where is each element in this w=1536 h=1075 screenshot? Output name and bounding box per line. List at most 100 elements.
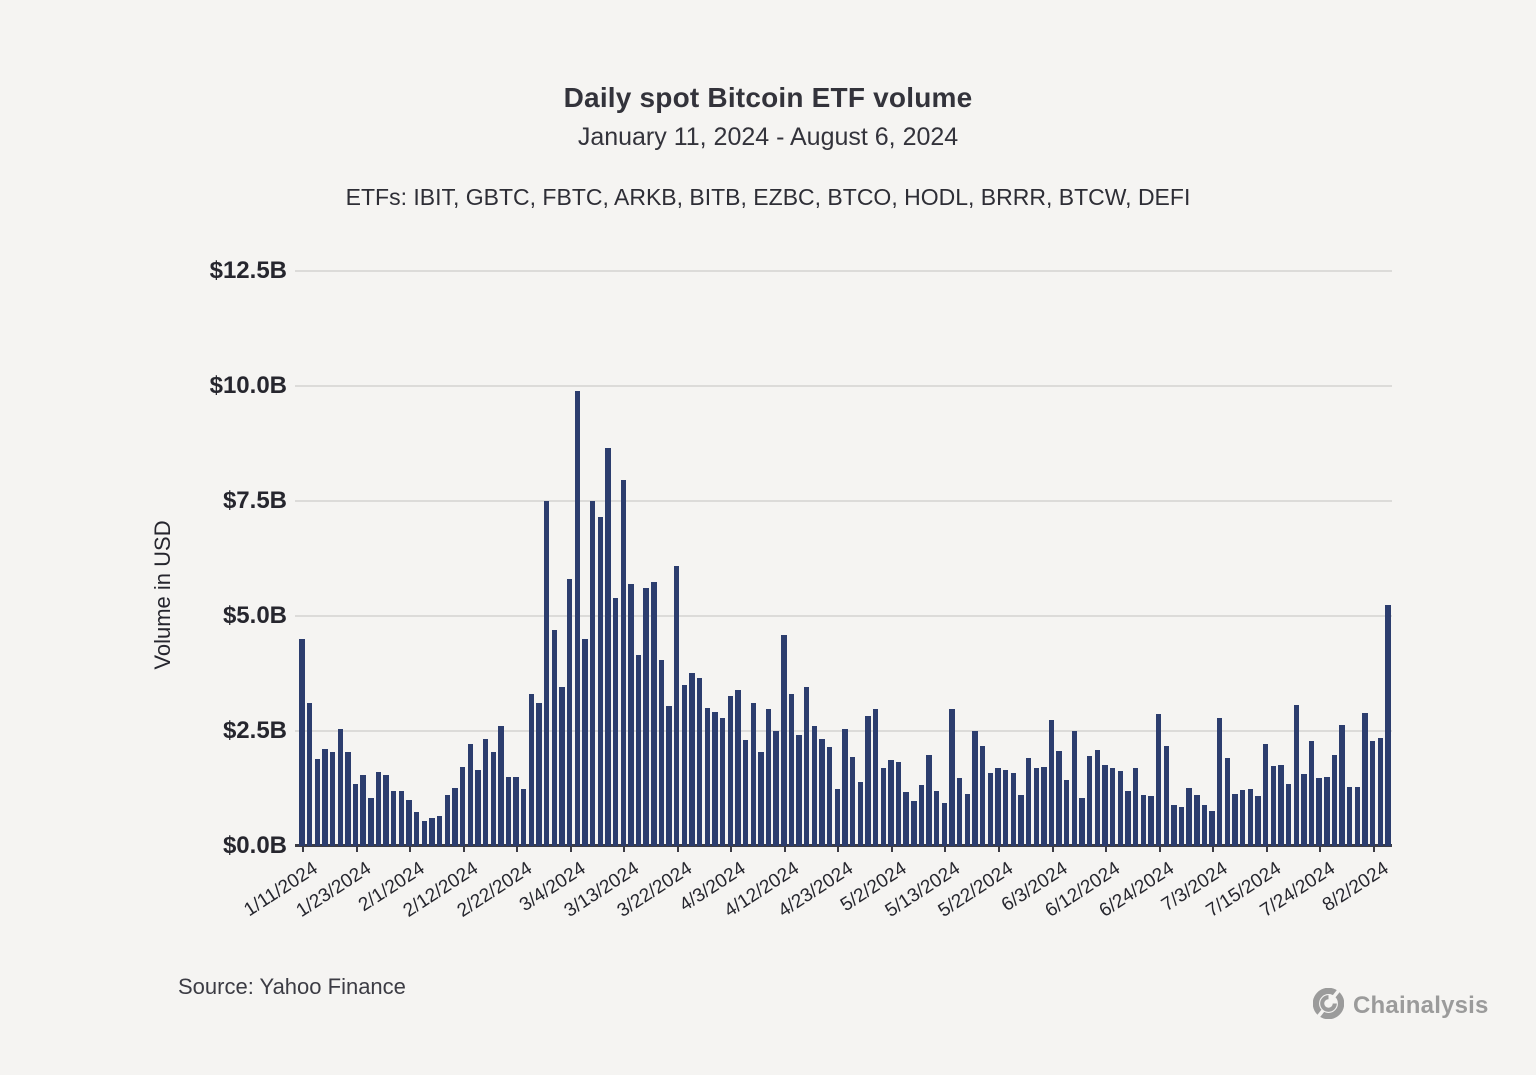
bar-2/5/2024 xyxy=(421,820,428,846)
bar-6/6/2024 xyxy=(1071,731,1078,846)
chart-title: Daily spot Bitcoin ETF volume xyxy=(563,82,973,113)
bar-6/4/2024 xyxy=(1056,751,1062,846)
bar-7/5/2024 xyxy=(1217,718,1223,846)
brand-lockup: Chainalysis xyxy=(1312,987,1489,1024)
bar-4/18/2024 xyxy=(811,726,818,846)
bar-2/8/2024 xyxy=(444,795,450,846)
bar-4/16/2024 xyxy=(796,735,802,846)
bar-2/6/2024 xyxy=(429,817,435,846)
bar-1/17/2024 xyxy=(322,749,328,846)
bar-1/23/2024 xyxy=(352,783,359,846)
y-gridline xyxy=(295,615,1392,617)
x-tick-mark xyxy=(1372,846,1375,852)
bar-5/21/2024 xyxy=(987,773,993,846)
bar-3/7/2024 xyxy=(589,501,596,846)
bar-6/27/2024 xyxy=(1178,806,1185,846)
bar-4/19/2024 xyxy=(819,738,825,846)
y-tick-label: $5.0B xyxy=(222,602,287,629)
y-tick-label: $12.5B xyxy=(209,257,287,284)
bar-6/21/2024 xyxy=(1148,795,1154,846)
bar-4/1/2024 xyxy=(712,711,718,846)
bar-3/15/2024 xyxy=(635,655,642,846)
x-tick-mark xyxy=(944,846,947,852)
bar-7/22/2024 xyxy=(1301,774,1307,846)
bar-3/21/2024 xyxy=(666,705,672,846)
bar-8/6/2024 xyxy=(1385,604,1391,846)
x-tick-mark xyxy=(730,846,733,852)
bar-6/18/2024 xyxy=(1132,768,1139,846)
x-tick-mark xyxy=(837,846,840,852)
bar-4/24/2024 xyxy=(842,728,848,846)
x-tick-mark xyxy=(623,846,626,852)
y-tick-label: $10.0B xyxy=(209,372,287,399)
bar-2/15/2024 xyxy=(482,739,489,846)
bar-2/2/2024 xyxy=(414,811,420,846)
bar-4/8/2024 xyxy=(750,702,756,846)
bar-3/19/2024 xyxy=(651,581,657,846)
bar-6/7/2024 xyxy=(1079,797,1085,846)
y-gridline xyxy=(295,385,1392,387)
bar-2/27/2024 xyxy=(536,702,542,846)
bar-2/20/2024 xyxy=(498,726,504,846)
bar-2/7/2024 xyxy=(436,815,443,846)
bar-5/15/2024 xyxy=(957,778,963,846)
bar-7/3/2024 xyxy=(1209,811,1215,846)
bar-6/25/2024 xyxy=(1163,745,1169,846)
bar-7/26/2024 xyxy=(1331,754,1338,846)
bar-2/28/2024 xyxy=(544,501,550,846)
x-tick-mark xyxy=(1158,846,1161,852)
bar-2/14/2024 xyxy=(475,770,481,846)
bar-1/18/2024 xyxy=(329,751,336,846)
x-tick-mark xyxy=(1265,846,1268,852)
bar-7/8/2024 xyxy=(1224,757,1231,846)
bar-6/10/2024 xyxy=(1087,755,1093,846)
bar-4/29/2024 xyxy=(865,715,871,846)
bar-4/2/2024 xyxy=(719,717,726,846)
bar-7/30/2024 xyxy=(1347,786,1353,846)
bar-5/16/2024 xyxy=(964,793,971,846)
bar-6/12/2024 xyxy=(1102,765,1108,846)
y-gridline xyxy=(295,270,1392,272)
etf-list-line: ETFs: IBIT, GBTC, FBTC, ARKB, BITB, EZBC… xyxy=(345,184,1191,210)
bar-1/26/2024 xyxy=(375,772,382,846)
bar-1/11/2024 xyxy=(299,639,305,846)
bar-1/29/2024 xyxy=(383,774,389,846)
bar-4/9/2024 xyxy=(758,751,764,846)
bar-7/11/2024 xyxy=(1247,788,1254,846)
bar-3/1/2024 xyxy=(559,687,565,846)
x-tick-mark xyxy=(462,846,465,852)
x-tick-mark xyxy=(355,846,358,852)
bar-6/3/2024 xyxy=(1048,720,1055,846)
bar-4/15/2024 xyxy=(788,694,795,846)
bar-7/10/2024 xyxy=(1240,790,1246,846)
bar-3/14/2024 xyxy=(628,583,634,846)
chart-subtitle: January 11, 2024 - August 6, 2024 xyxy=(577,123,959,151)
bar-5/13/2024 xyxy=(941,802,948,846)
bar-3/4/2024 xyxy=(566,579,573,846)
bar-6/17/2024 xyxy=(1125,790,1131,846)
bar-4/5/2024 xyxy=(742,740,749,846)
bar-5/7/2024 xyxy=(911,801,917,846)
x-tick-mark xyxy=(409,846,412,852)
bar-4/22/2024 xyxy=(827,747,833,846)
bar-8/1/2024 xyxy=(1362,713,1368,846)
bar-5/23/2024 xyxy=(1002,770,1009,846)
bar-7/15/2024 xyxy=(1262,744,1269,846)
bar-3/20/2024 xyxy=(658,659,665,846)
x-tick-mark xyxy=(783,846,786,852)
bar-5/2/2024 xyxy=(888,759,894,846)
bar-5/8/2024 xyxy=(918,785,925,846)
x-tick-mark xyxy=(1105,846,1107,852)
bar-2/26/2024 xyxy=(528,694,535,846)
bar-6/11/2024 xyxy=(1094,749,1101,846)
bar-7/12/2024 xyxy=(1255,795,1261,846)
bar-4/11/2024 xyxy=(773,731,779,846)
bar-2/22/2024 xyxy=(513,777,519,846)
bar-6/13/2024 xyxy=(1109,767,1116,846)
bar-4/10/2024 xyxy=(765,708,772,846)
bar-4/23/2024 xyxy=(834,788,841,846)
bar-5/20/2024 xyxy=(979,746,986,846)
bar-7/9/2024 xyxy=(1232,793,1238,846)
bar-7/19/2024 xyxy=(1293,704,1299,846)
bar-5/10/2024 xyxy=(934,790,940,846)
